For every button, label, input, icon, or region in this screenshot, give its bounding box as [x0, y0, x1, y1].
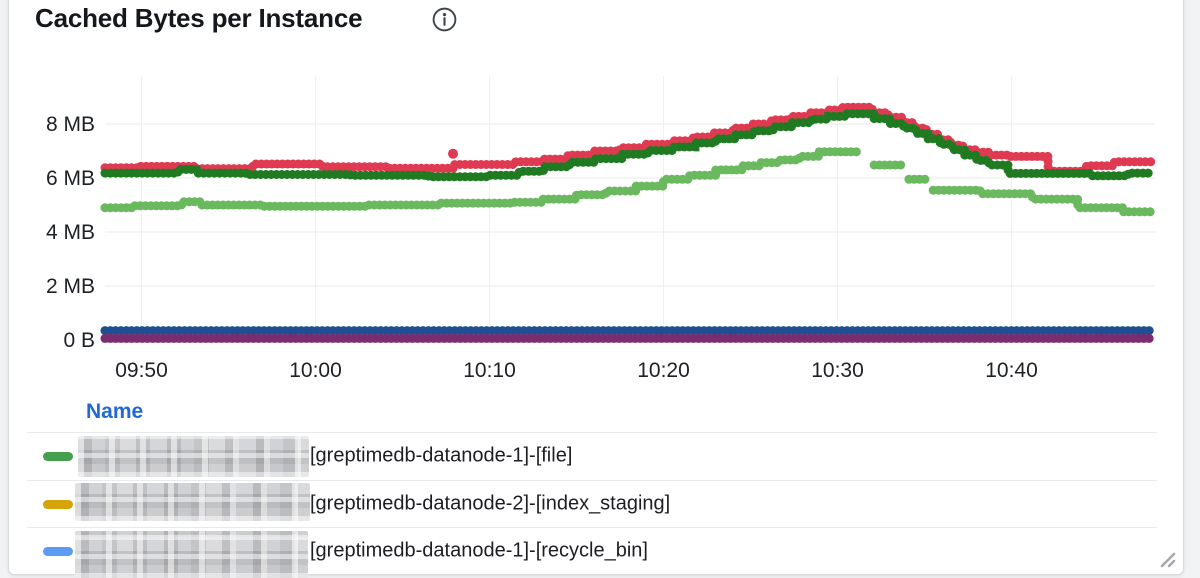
- outlier-point: [448, 148, 458, 159]
- legend-divider: [27, 480, 1157, 481]
- redacted-text: [75, 531, 308, 578]
- series-[greptimedb-datanode-1]-[file]: [928, 185, 1156, 217]
- legend-row-index-staging[interactable]: [greptimedb-datanode-2]-[index_staging]: [9, 480, 1183, 528]
- series-[greptimedb-datanode-1]-[file]: [100, 147, 865, 213]
- legend-series-name: [greptimedb-datanode-2]-[index_staging]: [310, 492, 671, 515]
- panel-title: Cached Bytes per Instance: [35, 3, 363, 33]
- resize-handle-icon[interactable]: [1153, 545, 1177, 569]
- redacted-text: [75, 483, 310, 521]
- legend-sort-header-name[interactable]: Name: [86, 400, 144, 423]
- x-tick-label: 10:20: [637, 359, 690, 382]
- legend-divider: [27, 527, 1157, 528]
- legend-series-name: [greptimedb-datanode-1]-[file]: [310, 444, 573, 467]
- info-icon[interactable]: [431, 6, 458, 33]
- series-1: [100, 102, 1156, 176]
- panel-card: Cached Bytes per Instance 0 B 2 MB 4 MB 6 M…: [8, 0, 1184, 575]
- redacted-text: [78, 436, 309, 477]
- series-2: [100, 109, 1156, 182]
- x-tick-label: 10:40: [985, 359, 1038, 382]
- series-color-marker: [43, 451, 73, 461]
- y-tick-label: 4 MB: [46, 221, 95, 244]
- series-color-marker: [43, 546, 73, 556]
- x-tick-label: 10:30: [811, 359, 864, 382]
- y-tick-label: 8 MB: [46, 113, 95, 136]
- x-tick-label: 10:10: [463, 359, 516, 382]
- y-tick-label: 0 B: [63, 329, 95, 352]
- legend-divider: [27, 432, 1157, 433]
- y-tick-label: 2 MB: [46, 275, 95, 298]
- y-tick-label: 6 MB: [46, 167, 95, 190]
- legend-row-recycle-bin[interactable]: [greptimedb-datanode-1]-[recycle_bin]: [9, 527, 1183, 574]
- chart-svg[interactable]: 0 B 2 MB 4 MB 6 MB 8 MB 09:50 10:00 10:10 10:20 1…: [9, 60, 1183, 390]
- x-tick-label: 10:00: [289, 359, 342, 382]
- legend-series-name: [greptimedb-datanode-1]-[recycle_bin]: [310, 539, 648, 562]
- series-color-marker: [43, 499, 73, 509]
- circle-info-icon: [432, 7, 457, 32]
- x-tick-label: 09:50: [115, 359, 168, 382]
- legend-row-file[interactable]: [greptimedb-datanode-1]-[file]: [9, 432, 1183, 480]
